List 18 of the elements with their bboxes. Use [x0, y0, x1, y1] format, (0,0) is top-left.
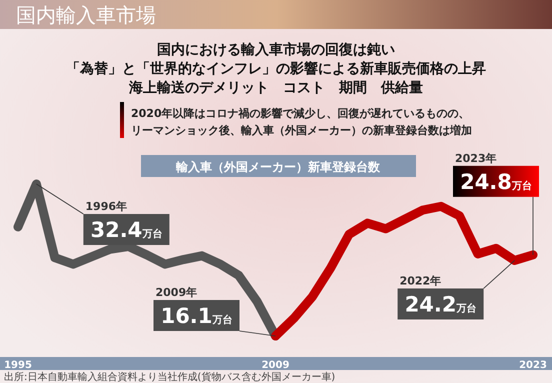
text: 2020年以降はコロナ禍の影響で減少し、回復が遅れているものの、リーマンショック後、輸入車（外国メーカー）の新車登録台数は増加 [131, 107, 472, 137]
text: 2023年 [455, 152, 497, 165]
text: 輸入車（外国メーカー）新車登録台数 [175, 160, 381, 174]
annotation: 1996年 [85, 200, 128, 213]
data-label: 32.4万台 [90, 218, 162, 242]
text: 出所:日本自動車輸入組合資料より当社作成(貨物バス含む外国メーカー車) [4, 371, 336, 383]
text: 「為替」と「世界的なインフレ」の影響による新車販売価格の上昇 [66, 60, 486, 77]
annotation: 2009年 [156, 286, 198, 299]
chart-subtitle: 国内における輸入車市場の回復は鈍い [157, 41, 395, 58]
x-tick-label: 2009 [262, 360, 290, 371]
data-label: 24.8万台 [460, 170, 532, 194]
data-label: 24.2万台 [404, 292, 477, 316]
data-label: 16.1万台 [160, 304, 232, 328]
text: 海上輸送のデメリット コスト 期間 供給量 [128, 80, 423, 96]
x-tick-label: 2023 [519, 360, 547, 371]
chart-title: 国内輸入車市場 [16, 3, 156, 27]
annotation: 2022年 [400, 274, 442, 288]
x-tick-label: 1995 [4, 360, 32, 371]
